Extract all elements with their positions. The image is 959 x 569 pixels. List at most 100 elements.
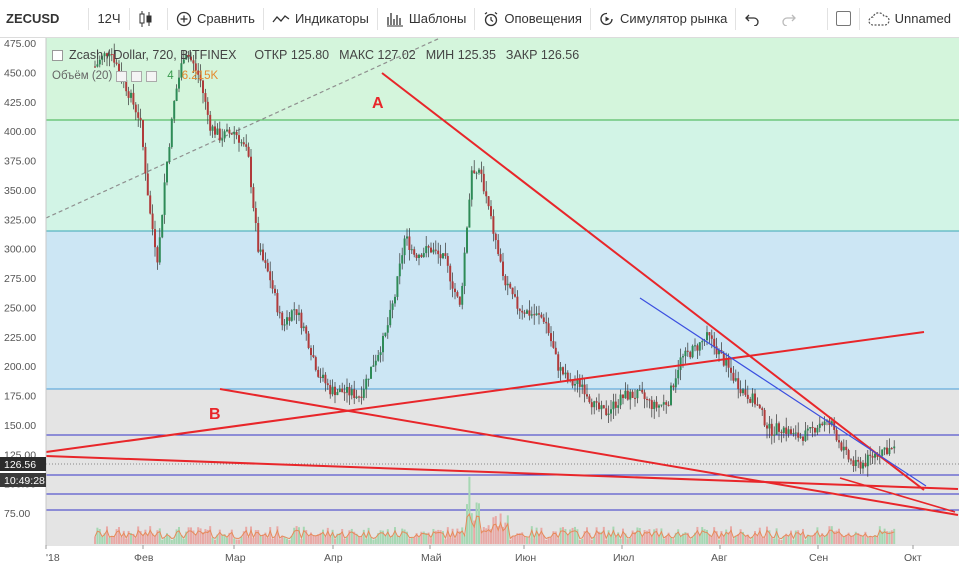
time-tick-label: Май [421,552,442,564]
close-icon[interactable] [146,70,158,82]
candle-body [754,393,756,405]
candle-body [881,449,884,456]
templates-button[interactable]: Шаблоны [378,0,475,38]
chart-type-button[interactable] [130,0,167,38]
volume-bar [581,538,584,544]
volume-bar [245,526,248,544]
volume-bar [770,537,773,544]
last-price-label: 126.56 [4,459,36,471]
volume-bar [247,537,250,544]
candle-body [727,359,730,368]
candle-body [386,325,389,333]
volume-bar [864,531,867,544]
candle-body [341,388,344,393]
collapse-legend-icon[interactable] [52,49,63,61]
trend-line-blue[interactable] [639,297,927,487]
undo-button[interactable] [736,0,773,38]
volume-bar [350,528,353,544]
replay-button[interactable]: Симулятор рынка [591,0,735,38]
time-axis[interactable] [46,545,959,569]
volume-bar [403,529,406,544]
candle-body [103,53,106,57]
volume-bar [444,539,447,544]
volume-bar [554,531,557,544]
volume-bar [631,530,634,544]
candle-body [353,389,356,399]
series-title[interactable]: Zcash / Dollar, 720, BITFINEX [69,48,237,62]
candle-body [430,247,432,253]
trend-line-a[interactable] [381,72,925,491]
volume-bar [449,538,452,544]
candle-body [583,384,586,395]
toolbar-divider [735,7,737,30]
volume-bar [814,532,816,544]
candle-body [612,401,615,410]
candle-body [406,236,408,239]
symbol-search[interactable]: ZECUSD [6,11,60,26]
volume-bar [614,536,617,544]
price-chart[interactable]: A B 475.00450.00425.00400.00375.00350.00… [0,37,959,569]
volume-bar [665,536,668,544]
templates-icon [386,12,403,26]
volume-bar [542,535,545,544]
volume-bar [190,527,192,544]
interval-selector[interactable]: 12Ч [97,11,121,26]
volume-bar [816,527,819,544]
candle-body [218,128,221,141]
trend-line-b[interactable] [219,388,959,516]
volume-bar [146,534,149,544]
candle-body [206,101,209,115]
indicators-button[interactable]: Индикаторы [264,0,377,38]
annotation-a[interactable]: A [372,95,384,112]
time-tick-label: Июн [515,552,536,564]
volume-bar [235,539,238,544]
volume-bar [290,535,293,544]
settings-icon[interactable] [131,70,143,82]
toolbar-divider [167,7,168,30]
volume-bar [535,527,538,544]
volume-bar [458,531,461,544]
candle-body [778,423,780,432]
candle-body [809,427,812,429]
candle-body [665,402,668,405]
candle-body [511,287,514,295]
candle-body [806,428,809,431]
candle-body [662,402,665,405]
fullscreen-toggle[interactable] [828,0,859,38]
volume-bar [528,537,531,544]
chart-area[interactable]: A B 475.00 450.00 425.00 400.00 375.00 350.00… [0,37,959,569]
volume-bar [886,531,888,544]
candle-body [614,401,617,408]
trend-line-flat[interactable] [45,455,959,490]
candle-body [816,427,819,433]
volume-bar [408,538,411,544]
layout-menu[interactable]: Unnamed [860,0,959,38]
volume-bar [658,536,660,544]
candle-body [382,335,384,353]
candle-body [98,59,101,65]
trend-line-rising[interactable] [45,331,925,453]
replay-play-icon [600,12,613,25]
plus-circle-icon [176,11,192,26]
alerts-button[interactable]: Оповещения [475,0,590,38]
candle-body [185,54,188,60]
volume-bar [874,535,876,544]
redo-button[interactable] [773,0,810,38]
annotation-b[interactable]: B [209,406,221,423]
volume-label[interactable]: Объём (20) [52,70,113,82]
time-tick-labels: '18 Фев Мар Апр Май Июн Июл Авг Сен Окт [45,545,922,564]
candle-body [286,317,288,325]
volume-bar [233,538,236,544]
candle-body [434,249,437,251]
candle-body [686,350,689,352]
trend-line-lower[interactable] [839,477,956,513]
compare-button[interactable]: Сравнить [168,0,263,38]
volume-bar [214,539,216,544]
candle-body [658,405,660,408]
candle-body [859,461,862,469]
candle-body [689,351,692,358]
eye-icon[interactable] [116,70,128,82]
dashed-trend-line[interactable] [45,37,441,219]
volume-bar [715,531,718,544]
candle-body [742,389,744,394]
